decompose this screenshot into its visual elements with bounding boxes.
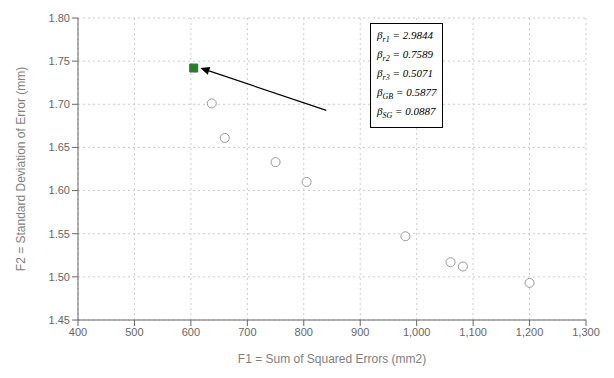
svg-text:500: 500 [125,326,143,338]
svg-text:1.45: 1.45 [49,314,70,326]
svg-text:700: 700 [238,326,256,338]
html-text:βSG= 0.0887: βSG= 0.0887 [377,105,436,121]
svg-text:600: 600 [182,326,200,338]
html-text:βr1= 2.9844: βr1= 2.9844 [377,28,433,44]
svg-text:F2 = Standard Deviation of Err: F2 = Standard Deviation of Error (mm) [14,67,28,271]
svg-text:800: 800 [295,326,313,338]
svg-text:1,100: 1,100 [459,326,487,338]
svg-text:1,200: 1,200 [516,326,544,338]
svg-text:900: 900 [351,326,369,338]
svg-text:1.50: 1.50 [49,271,70,283]
html-text:βr3= 0.5071: βr3= 0.5071 [377,66,433,83]
svg-text:1.65: 1.65 [49,141,70,153]
svg-text:1.70: 1.70 [49,98,70,110]
svg-text:1,000: 1,000 [403,326,431,338]
svg-text:1.60: 1.60 [49,184,70,196]
svg-text:1.75: 1.75 [49,55,70,67]
svg-text:1.80: 1.80 [49,12,70,24]
svg-text:400: 400 [69,326,87,338]
svg-text:1,300: 1,300 [572,326,600,338]
svg-text:1.55: 1.55 [49,228,70,240]
html-text:βr2= 0.7589: βr2= 0.7589 [377,47,433,63]
svg-text:F1 = Sum of Squared Errors (mm: F1 = Sum of Squared Errors (mm2) [238,352,426,366]
html-text:βGB= 0.5877: βGB= 0.5877 [377,86,437,102]
